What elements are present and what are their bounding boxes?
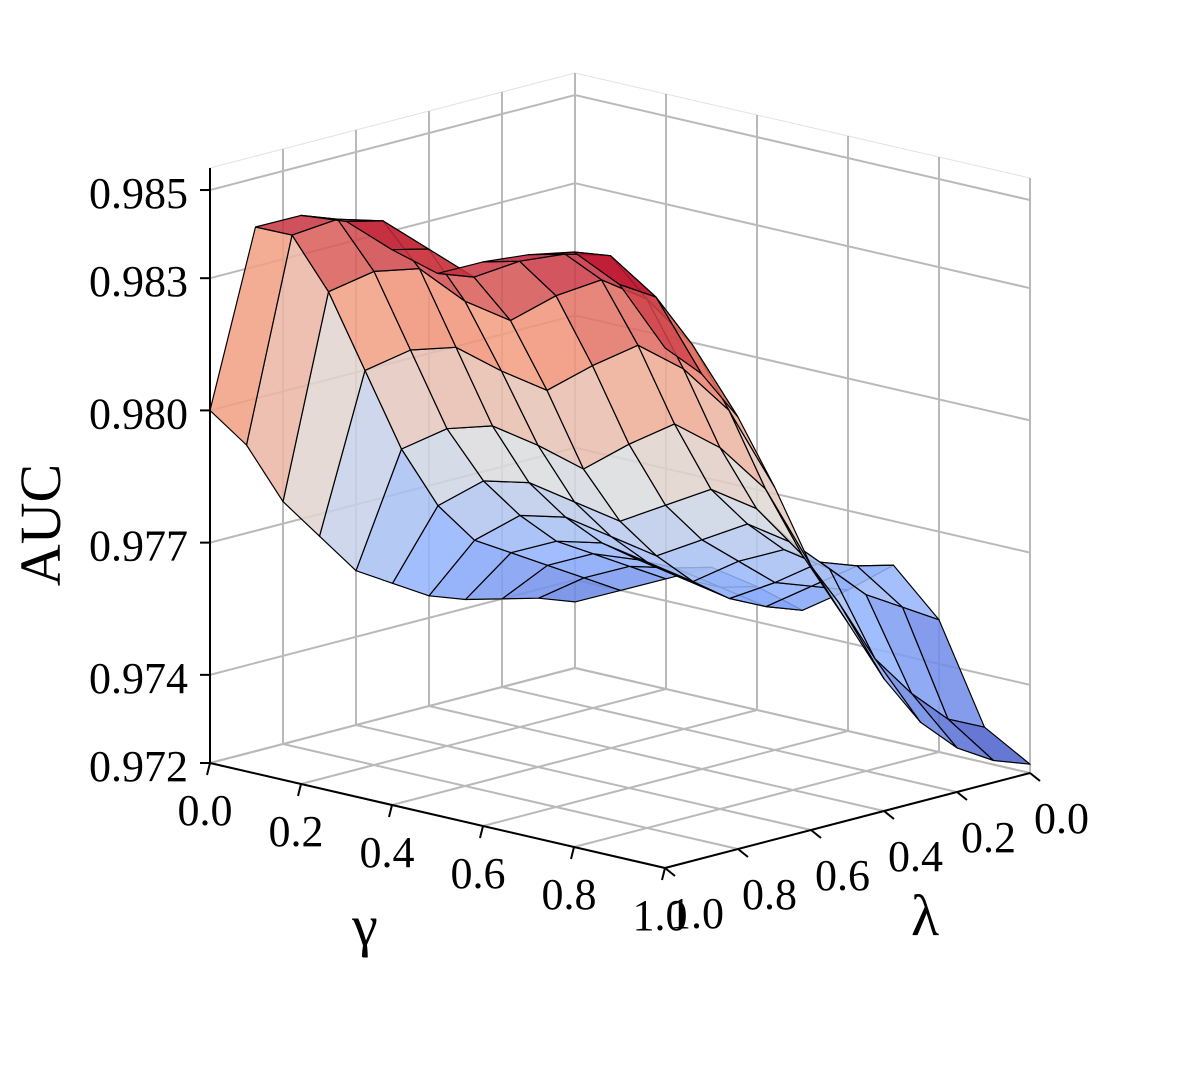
y-axis-title: λ — [911, 883, 939, 948]
lambda-axis-line — [664, 772, 1031, 869]
chart-ticks: 0.0 0.2 0.4 0.6 0.8 1.0 0.0 0.2 0.4 0.6 0.8 1.0 0.97… — [89, 169, 1089, 940]
gamma-tick — [388, 804, 393, 818]
gamma-floor-gridline — [573, 751, 940, 848]
lambda-tick — [810, 829, 822, 839]
gamma-tick — [479, 825, 484, 839]
z-tick-label: 0.974 — [89, 654, 188, 703]
lambda-tick-label: 0.8 — [742, 870, 797, 919]
surface-plot — [209, 214, 1031, 765]
gamma-tick — [570, 846, 575, 860]
surface-cell — [618, 283, 703, 375]
lambda-tick — [956, 791, 968, 801]
lambda-tick-label: 0.0 — [1034, 794, 1089, 843]
gamma-tick — [297, 783, 302, 797]
gamma-tick-label: 0.8 — [542, 870, 597, 919]
lambda-tick — [737, 848, 749, 858]
x-axis-title: γ — [351, 893, 378, 958]
z-axis-title: AUC — [8, 464, 73, 586]
z-tick-label: 0.985 — [89, 169, 188, 218]
gamma-floor-gridline — [391, 709, 758, 806]
z-tick-label: 0.977 — [89, 522, 188, 571]
z-tick-label: 0.980 — [89, 389, 188, 438]
gamma-tick — [661, 867, 666, 881]
gamma-tick-label: 0.2 — [269, 807, 324, 856]
z-back-wall-gridline — [574, 182, 1031, 290]
gamma-tick-label: 1.0 — [633, 891, 688, 940]
lambda-tick — [883, 810, 895, 820]
gamma-tick-label: 0.4 — [360, 828, 415, 877]
gamma-axis-line — [209, 762, 666, 869]
z-back-wall-gridline — [574, 667, 1031, 774]
lambda-tick — [1029, 772, 1041, 782]
lambda-tick-label: 1.0 — [669, 889, 724, 938]
lambda-tick — [664, 867, 676, 877]
z-tick-label: 0.972 — [89, 742, 188, 791]
gamma-floor-gridline — [300, 688, 667, 785]
gamma-tick-label: 0.0 — [178, 786, 233, 835]
chart-axes — [209, 168, 1031, 869]
lambda-tick-label: 0.4 — [888, 832, 943, 881]
gamma-tick — [206, 762, 211, 776]
lambda-floor-gridline — [501, 686, 958, 793]
lambda-tick-label: 0.6 — [815, 851, 870, 900]
z-back-wall-gridline — [574, 94, 1031, 202]
lambda-tick-label: 0.2 — [961, 813, 1016, 862]
lambda-floor-gridline — [428, 705, 885, 812]
gamma-floor-gridline — [482, 730, 849, 827]
z-left-wall-gridline — [209, 94, 576, 192]
z-tick-label: 0.983 — [89, 257, 188, 306]
lambda-floor-gridline — [282, 743, 739, 850]
z-left-wall-gridline — [209, 667, 576, 764]
gamma-tick-label: 0.6 — [451, 849, 506, 898]
lambda-floor-gridline — [355, 724, 812, 831]
